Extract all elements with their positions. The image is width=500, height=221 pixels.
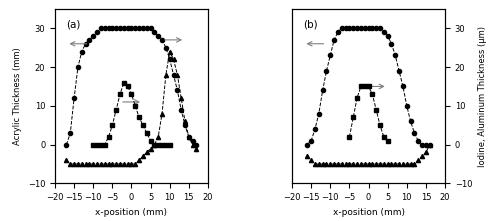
Y-axis label: Acrylic Thickness (mm): Acrylic Thickness (mm): [13, 47, 22, 145]
Text: (b): (b): [303, 19, 318, 29]
X-axis label: x-position (mm): x-position (mm): [96, 208, 168, 217]
Y-axis label: Iodine, Aluminum Thickness (μm): Iodine, Aluminum Thickness (μm): [478, 26, 487, 167]
Text: (a): (a): [66, 19, 80, 29]
X-axis label: x-position (mm): x-position (mm): [332, 208, 404, 217]
